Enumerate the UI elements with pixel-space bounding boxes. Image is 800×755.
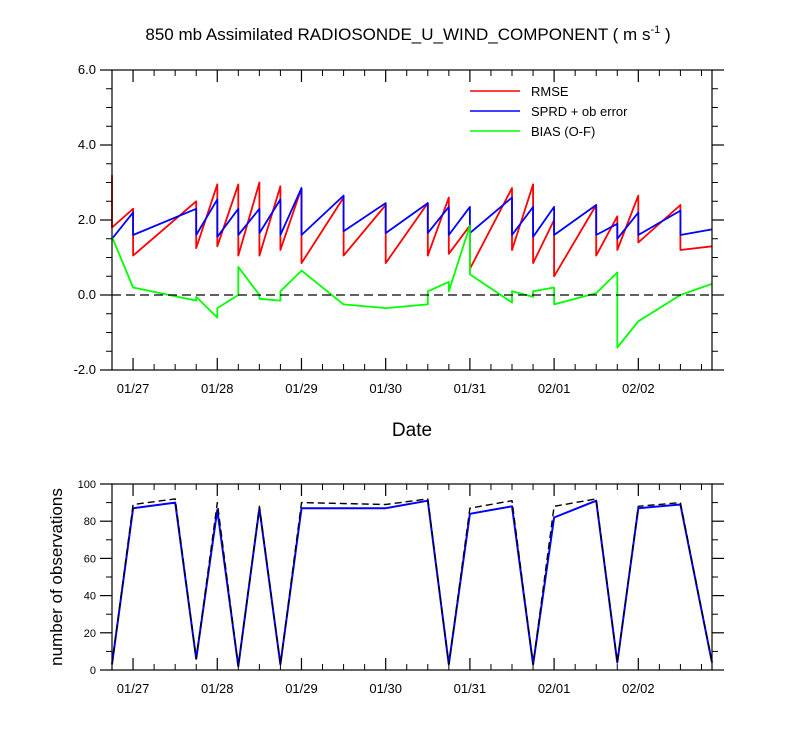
chart-title-end: ) <box>660 25 670 44</box>
x-tick-label: 02/01 <box>538 381 571 396</box>
top-panel: 01/27 01/28 01/29 01/30 01/31 02/01 02/02 -2.0 0… <box>74 62 724 441</box>
y-tick-label: 6.0 <box>78 62 96 77</box>
chart-title-main: 850 mb Assimilated RADIOSONDE_U_WIND_COM… <box>145 25 650 44</box>
x-tick-label: 02/02 <box>622 381 655 396</box>
x-tick-label: 01/27 <box>117 381 150 396</box>
y-tick-label: 0 <box>90 665 96 677</box>
x-tick-label: 02/01 <box>538 681 571 696</box>
legend: RMSE SPRD + ob error BIAS (O-F) <box>470 84 628 139</box>
y-tick-label: 100 <box>78 479 96 491</box>
y-tick-label: 0.0 <box>78 287 96 302</box>
x-tick-label: 01/27 <box>117 681 150 696</box>
chart-title: 850 mb Assimilated RADIOSONDE_U_WIND_COM… <box>145 24 670 44</box>
sprd-line <box>111 187 713 240</box>
obs-possible-line <box>111 498 713 667</box>
x-tick-label: 01/28 <box>201 381 234 396</box>
legend-label-rmse: RMSE <box>531 84 569 99</box>
x-tick-label: 01/29 <box>285 381 318 396</box>
bottom-panel: 01/27 01/28 01/29 01/30 01/31 02/01 02/02 0 20 40… <box>47 479 724 696</box>
legend-label-sprd: SPRD + ob error <box>531 104 628 119</box>
x-tick-label: 02/02 <box>622 681 655 696</box>
x-tick-label: 01/29 <box>285 681 318 696</box>
y-tick-label: 4.0 <box>78 137 96 152</box>
y-tick-label: -2.0 <box>74 362 96 377</box>
bias-line <box>111 224 713 349</box>
x-tick-label: 01/30 <box>369 381 402 396</box>
y-tick-label: 40 <box>84 591 96 603</box>
obs-used-line <box>111 499 713 668</box>
legend-label-bias: BIAS (O-F) <box>531 124 595 139</box>
bottom-plot-frame <box>111 483 713 671</box>
y-tick-label: 2.0 <box>78 212 96 227</box>
chart-title-superscript: -1 <box>650 24 660 36</box>
y-tick-label: 60 <box>84 553 96 565</box>
y-tick-label: 80 <box>84 516 96 528</box>
x-tick-label: 01/31 <box>454 381 487 396</box>
top-x-axis-title: Date <box>392 420 432 441</box>
x-tick-label: 01/28 <box>201 681 234 696</box>
y-tick-label: 20 <box>84 628 96 640</box>
x-tick-label: 01/31 <box>454 681 487 696</box>
x-tick-label: 01/30 <box>369 681 402 696</box>
bottom-y-axis-title: number of observations <box>47 488 66 666</box>
top-plot-frame <box>111 69 713 371</box>
